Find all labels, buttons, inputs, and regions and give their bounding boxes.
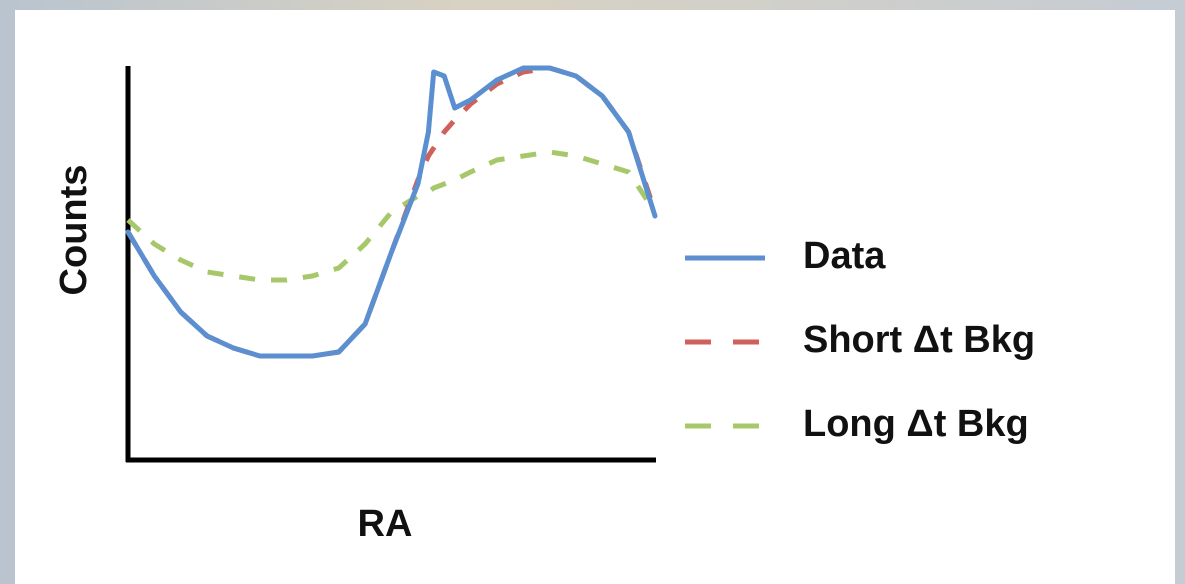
legend-label: Long Δt Bkg (803, 403, 1029, 445)
y-axis-label: Counts (53, 165, 95, 296)
x-axis-label: RA (358, 503, 413, 545)
legend-label: Short Δt Bkg (803, 319, 1035, 361)
chart: RA Counts Data Short Δt Bkg Long Δt Bkg (0, 0, 1185, 584)
panel (15, 10, 1175, 584)
legend-label: Data (803, 235, 886, 277)
